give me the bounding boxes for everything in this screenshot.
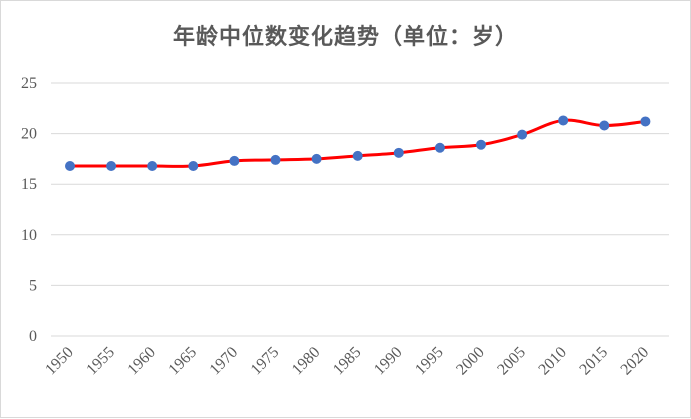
x-tick-label: 1950 (42, 344, 77, 379)
x-tick-label: 2015 (576, 344, 611, 379)
data-point-2020 (640, 116, 651, 127)
data-point-1980 (311, 153, 322, 164)
y-tick-label: 5 (29, 277, 37, 294)
y-axis-ticks: 0 5 10 15 20 25 (21, 75, 37, 345)
x-tick-label: 2005 (494, 344, 529, 379)
data-point-2005 (517, 129, 528, 140)
data-point-2015 (599, 120, 610, 131)
chart-title: 年龄中位数变化趋势（单位：岁） (172, 25, 518, 50)
data-point-1970 (229, 155, 240, 166)
data-point-1985 (352, 150, 363, 161)
y-tick-label: 20 (21, 126, 37, 143)
x-tick-label: 1965 (165, 344, 200, 379)
data-point-2010 (558, 115, 569, 126)
x-tick-label: 1955 (83, 344, 118, 379)
y-tick-label: 15 (21, 176, 37, 193)
y-tick-label: 0 (29, 328, 37, 345)
data-point-1990 (393, 147, 404, 158)
data-point-1960 (147, 160, 158, 171)
x-tick-label: 1990 (371, 344, 406, 379)
x-tick-label: 1970 (207, 344, 242, 379)
x-tick-label: 2010 (535, 344, 570, 379)
x-tick-label: 2020 (618, 344, 653, 379)
x-tick-label: 1995 (412, 344, 447, 379)
data-point-1975 (270, 154, 281, 165)
series-points (65, 115, 651, 171)
x-tick-label: 1980 (289, 344, 324, 379)
data-point-1965 (188, 160, 199, 171)
x-tick-label: 1975 (248, 344, 283, 379)
data-point-2000 (476, 139, 486, 150)
y-tick-label: 25 (21, 75, 37, 92)
data-point-1955 (106, 160, 117, 171)
grid-lines (51, 82, 669, 337)
data-point-1950 (65, 160, 75, 171)
x-tick-label: 2000 (453, 344, 488, 379)
x-tick-label: 1960 (124, 344, 159, 379)
y-tick-label: 10 (21, 227, 37, 244)
data-point-1995 (434, 142, 445, 153)
x-axis-ticks: 1950 1955 1960 1965 1970 1975 1980 1985 1990 1995… (42, 344, 652, 379)
x-tick-label: 1985 (330, 344, 365, 379)
